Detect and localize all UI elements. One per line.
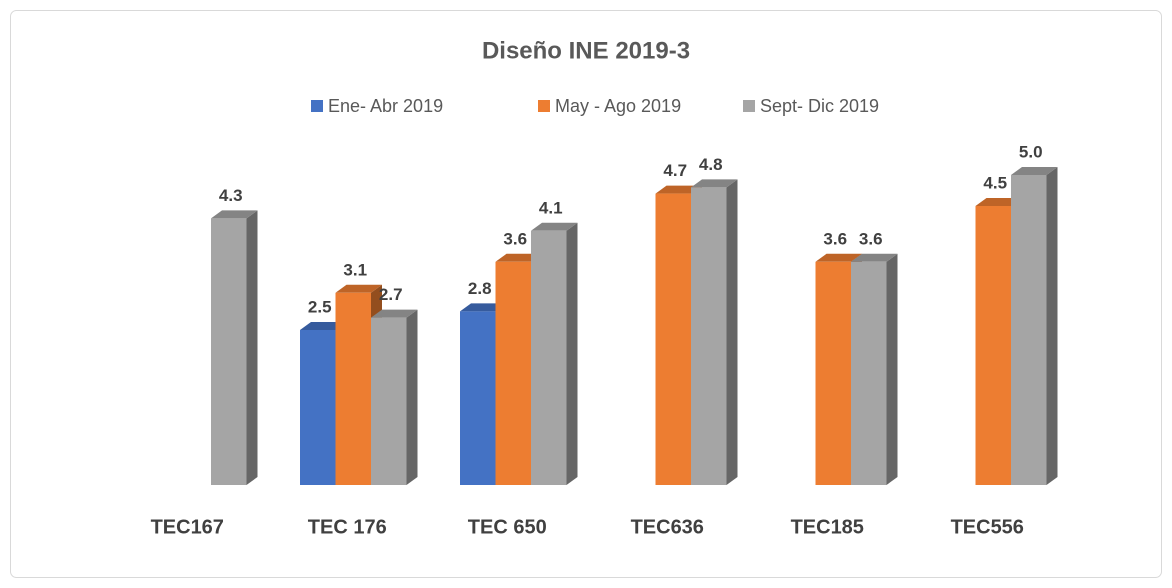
bar-top	[211, 210, 258, 219]
bar	[655, 193, 691, 485]
data-label: 5.0	[1019, 142, 1043, 161]
legend-swatch	[538, 100, 550, 112]
data-label: 3.6	[503, 229, 527, 248]
bar-side	[406, 309, 418, 485]
x-tick-label: TEC636	[631, 516, 704, 538]
bar-top	[300, 322, 347, 330]
legend-label: Sept- Dic 2019	[760, 96, 879, 116]
bar	[460, 311, 496, 485]
x-tick-label: TEC185	[791, 516, 864, 538]
data-label: 3.6	[823, 229, 847, 248]
bar-top	[815, 253, 862, 262]
data-label: 4.1	[539, 198, 563, 217]
bar-top	[691, 179, 738, 188]
bar	[815, 261, 851, 485]
legend-swatch	[311, 100, 323, 112]
bar	[851, 261, 887, 485]
bar-side	[566, 222, 578, 486]
data-label: 3.1	[343, 260, 367, 279]
chart-title: Diseño INE 2019-3	[482, 37, 690, 64]
bar-top	[460, 303, 507, 312]
bar	[335, 292, 371, 485]
bar-top	[335, 284, 382, 293]
data-label: 4.7	[663, 161, 687, 180]
data-label: 3.6	[859, 229, 883, 248]
data-label: 2.8	[468, 279, 492, 298]
bar-top	[1011, 167, 1058, 175]
data-label: 4.5	[983, 173, 1007, 192]
bar-top	[851, 253, 898, 262]
bar	[495, 261, 531, 485]
bar-side	[1046, 167, 1058, 485]
bar-side	[246, 210, 258, 485]
bar	[211, 218, 247, 485]
data-label: 2.5	[308, 297, 332, 316]
legend-swatch	[743, 100, 755, 112]
x-tick-label: TEC 650	[468, 516, 547, 538]
data-label: 4.8	[699, 155, 723, 174]
bar-top	[655, 185, 702, 194]
data-label: 2.7	[379, 285, 403, 304]
legend-label: May - Ago 2019	[555, 96, 681, 116]
bar-side	[886, 253, 898, 485]
bar	[1011, 175, 1047, 485]
data-label: 4.3	[219, 186, 243, 205]
legend-label: Ene- Abr 2019	[328, 96, 443, 116]
bar	[371, 317, 407, 485]
bar-top	[975, 198, 1022, 206]
x-tick-label: TEC556	[951, 516, 1024, 538]
x-tick-label: TEC 176	[308, 516, 387, 538]
bar	[975, 206, 1011, 485]
bar	[531, 230, 567, 485]
bar-top	[531, 222, 578, 231]
bar-top	[371, 309, 418, 318]
bar	[691, 187, 727, 485]
bar-top	[495, 253, 542, 262]
bar	[300, 330, 336, 485]
x-tick-label: TEC167	[151, 516, 224, 538]
bar-side	[726, 179, 738, 485]
